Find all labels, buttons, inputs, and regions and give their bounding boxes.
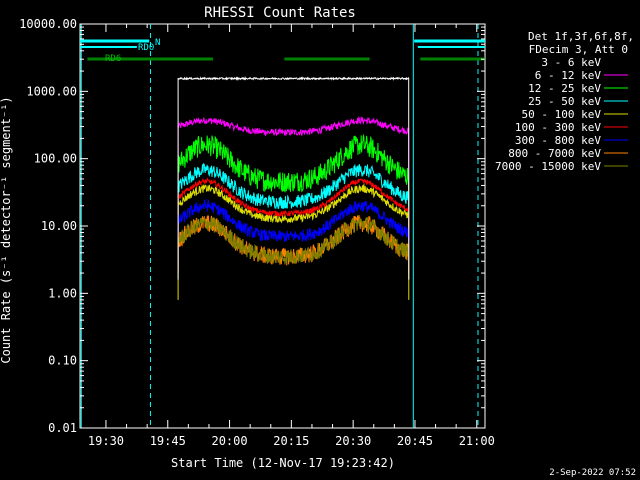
series-line [177, 216, 410, 274]
y-tick-label: 1.00 [48, 286, 77, 300]
x-tick-label: 20:15 [273, 434, 309, 448]
legend: Det 1f,3f,6f,8f, FDecim 3, Att 0 3 - 6 k… [495, 30, 634, 173]
y-tick-label: 10.00 [41, 219, 77, 233]
series-line [177, 75, 410, 280]
y-tick-label: 0.01 [48, 421, 77, 435]
legend-entry-label: 7000 - 15000 keV [495, 160, 601, 173]
footer-date: 2-Sep-2022 07:52 [549, 468, 636, 478]
series-line [177, 177, 410, 274]
legend-entry-label: 25 - 50 keV [528, 95, 601, 108]
flag-label-n: N [155, 38, 160, 48]
legend-entry-label: 300 - 800 keV [515, 134, 601, 147]
y-tick-label: 10000.00 [19, 17, 77, 31]
x-tick-label: 21:00 [459, 434, 495, 448]
legend-entry-label: 12 - 25 keV [528, 82, 601, 95]
y-axis-ticks: 0.01 0.10 1.00 10.00 100.00 1000.00 10000.00 [19, 17, 485, 435]
legend-header-line-1: Det 1f,3f,6f,8f, [528, 30, 634, 43]
legend-entry-label: 6 - 12 keV [535, 69, 602, 82]
x-axis-ticks: 19:30 19:45 20:00 20:15 20:30 20:45 21:00 [88, 24, 495, 448]
series-line [177, 182, 410, 300]
x-tick-label: 20:30 [335, 434, 371, 448]
series-line [177, 162, 410, 268]
flag-label-rd6: RD6 [105, 54, 121, 64]
chart-title: RHESSI Count Rates [204, 5, 356, 21]
y-tick-label: 0.10 [48, 354, 77, 368]
x-tick-label: 19:45 [150, 434, 186, 448]
series-line [177, 198, 410, 264]
legend-header-line-2: FDecim 3, Att 0 [529, 43, 628, 56]
x-tick-label: 20:45 [397, 434, 433, 448]
legend-entry-label: 100 - 300 keV [515, 121, 601, 134]
legend-entry-label: 50 - 100 keV [522, 108, 602, 121]
y-tick-label: 100.00 [34, 152, 77, 166]
x-axis-label: Start Time (12-Nov-17 19:23:42) [171, 456, 395, 470]
legend-entry-label: 800 - 7000 keV [508, 147, 601, 160]
x-tick-label: 19:30 [88, 434, 124, 448]
series-line [177, 133, 410, 264]
y-axis-label: Count Rate (s⁻¹ detector⁻¹ segment⁻¹) [0, 96, 13, 363]
legend-entry-label: 3 - 6 keV [541, 56, 601, 69]
x-tick-label: 20:00 [211, 434, 247, 448]
y-tick-label: 1000.00 [26, 84, 77, 98]
flag-label-rd0: RD0 [138, 43, 154, 53]
series-line [177, 115, 410, 264]
